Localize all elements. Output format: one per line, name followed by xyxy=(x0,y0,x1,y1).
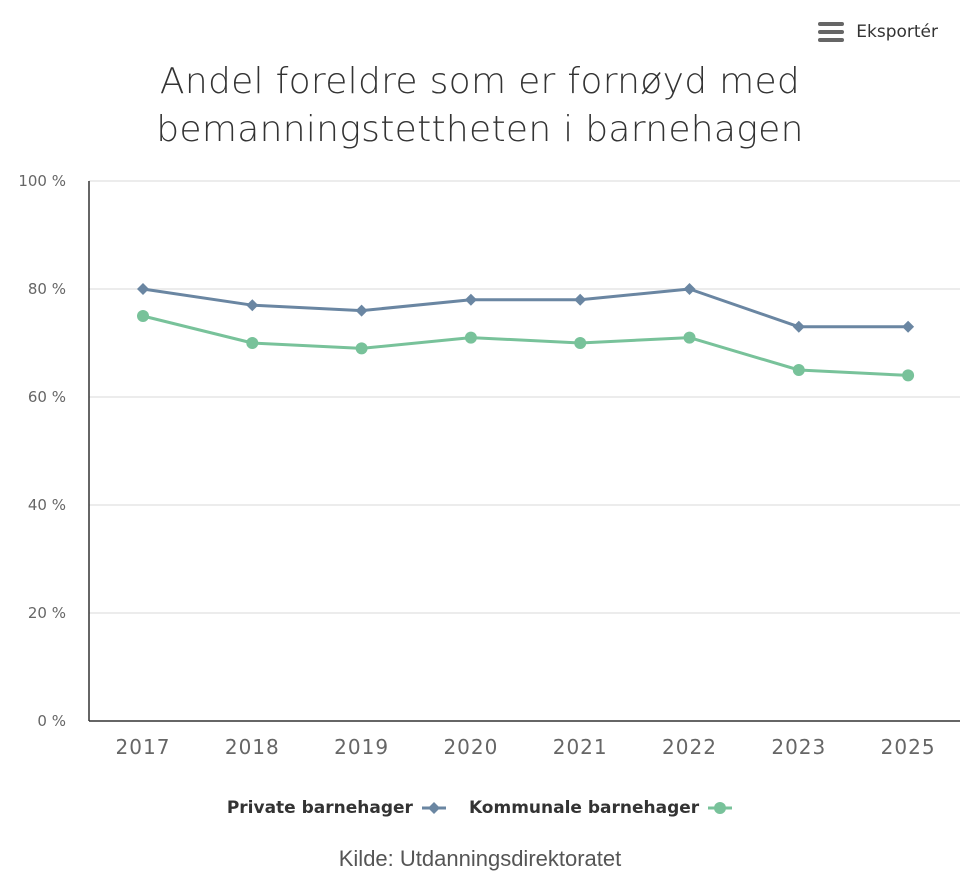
series-line-private xyxy=(142,287,909,329)
y-tick-label: 100 % xyxy=(18,172,66,190)
series-line-kommunale xyxy=(142,314,909,377)
y-tick-label: 60 % xyxy=(28,388,66,406)
series-kommunale xyxy=(137,310,915,382)
data-point-private xyxy=(792,320,805,333)
export-button[interactable]: Eksportér xyxy=(818,22,938,42)
data-point-kommunale xyxy=(574,337,587,349)
series-group xyxy=(137,283,915,382)
legend-item-private[interactable]: Private barnehager xyxy=(227,798,447,818)
x-tick-label: 2023 xyxy=(771,735,826,759)
legend-item-kommunale[interactable]: Kommunale barnehager xyxy=(469,798,733,818)
data-point-private xyxy=(902,320,915,333)
y-tick-label: 80 % xyxy=(28,280,66,298)
axes xyxy=(88,181,960,722)
data-point-kommunale xyxy=(246,337,259,349)
circle-marker-icon xyxy=(708,802,733,814)
data-point-kommunale xyxy=(355,342,368,355)
x-tick-label: 2020 xyxy=(443,735,498,759)
diamond-marker-icon xyxy=(421,802,446,814)
y-tick-label: 0 % xyxy=(37,712,66,730)
x-tick-label: 2022 xyxy=(662,735,717,759)
data-point-kommunale xyxy=(464,331,477,344)
y-tick-label: 40 % xyxy=(28,496,66,514)
data-point-kommunale xyxy=(902,369,915,382)
data-point-private xyxy=(246,299,259,312)
legend-label-kommunale: Kommunale barnehager xyxy=(468,798,700,818)
x-axis-ticks: 2017 2018 2019 2020 2021 2022 2023 2025 xyxy=(116,735,936,759)
data-point-private xyxy=(574,293,587,306)
x-tick-label: 2017 xyxy=(116,735,171,759)
legend: Private barnehager Kommunale barnehager xyxy=(0,798,960,818)
chart-title-line-1: Andel foreldre som er fornøyd med xyxy=(159,61,801,102)
data-point-kommunale xyxy=(683,331,696,344)
data-point-private xyxy=(464,293,477,306)
chart-title: Andel foreldre som er fornøyd med bemann… xyxy=(0,58,960,154)
source-credit: Kilde: Utdanningsdirektoratet xyxy=(338,846,622,871)
x-tick-label: 2018 xyxy=(225,735,280,759)
export-button-label: Eksportér xyxy=(856,22,938,42)
x-tick-label: 2021 xyxy=(553,735,608,759)
gridlines xyxy=(89,180,960,614)
hamburger-menu-icon xyxy=(818,22,845,42)
legend-label-private: Private barnehager xyxy=(226,798,413,818)
series-private xyxy=(137,283,915,333)
data-point-private xyxy=(683,283,696,295)
data-point-private xyxy=(137,283,149,295)
y-tick-label: 20 % xyxy=(28,604,66,622)
data-point-kommunale xyxy=(137,310,149,322)
y-axis-ticks: 0 % 20 % 40 % 60 % 80 % 100 % xyxy=(18,172,66,730)
chart-title-line-2: bemanningstettheten i barnehagen xyxy=(156,109,804,150)
data-point-private xyxy=(355,304,368,317)
data-point-kommunale xyxy=(792,364,805,376)
x-tick-label: 2019 xyxy=(334,735,389,759)
x-tick-label: 2025 xyxy=(881,735,936,759)
